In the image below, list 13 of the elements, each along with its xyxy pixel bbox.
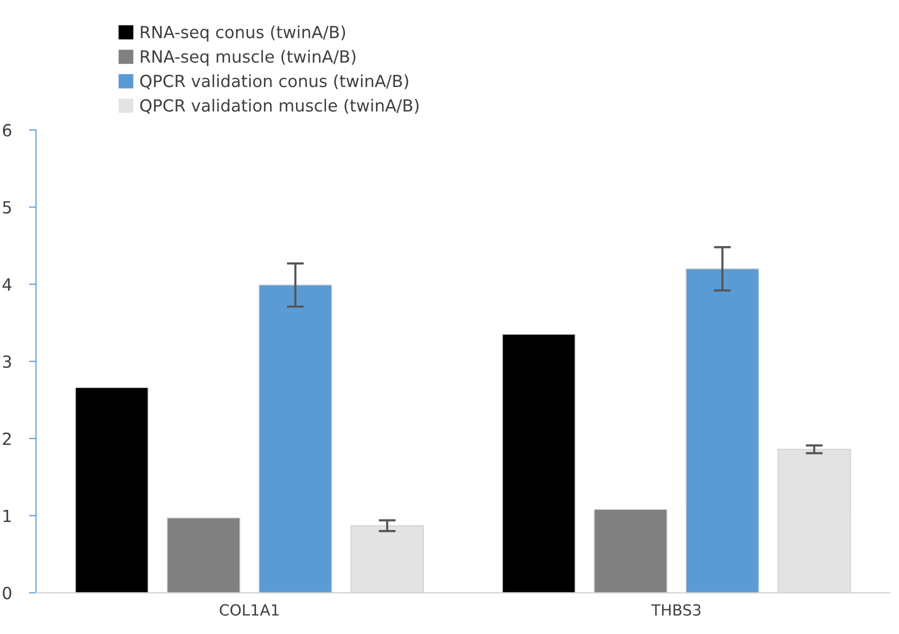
legend-label: RNA-seq conus (twinA/B) [140,25,346,42]
legend-label: RNA-seq muscle (twinA/B) [140,50,356,66]
y-tick-label: 1 [4,510,11,522]
y-tick-label: 5 [3,201,11,214]
x-tick-label: COL1A1 [220,604,279,616]
y-tick-label: 0 [2,586,12,600]
y-tick-label: 4 [2,278,12,291]
legend-label: QPCR validation muscle (twinA/B) [140,98,419,114]
y-tick-label: 2 [2,432,11,445]
legend-label: QPCR validation conus (twinA/B) [140,74,408,90]
y-tick-label: 6 [2,124,12,137]
y-tick-label: 3 [3,355,12,368]
x-tick-label: THBS3 [651,604,700,616]
